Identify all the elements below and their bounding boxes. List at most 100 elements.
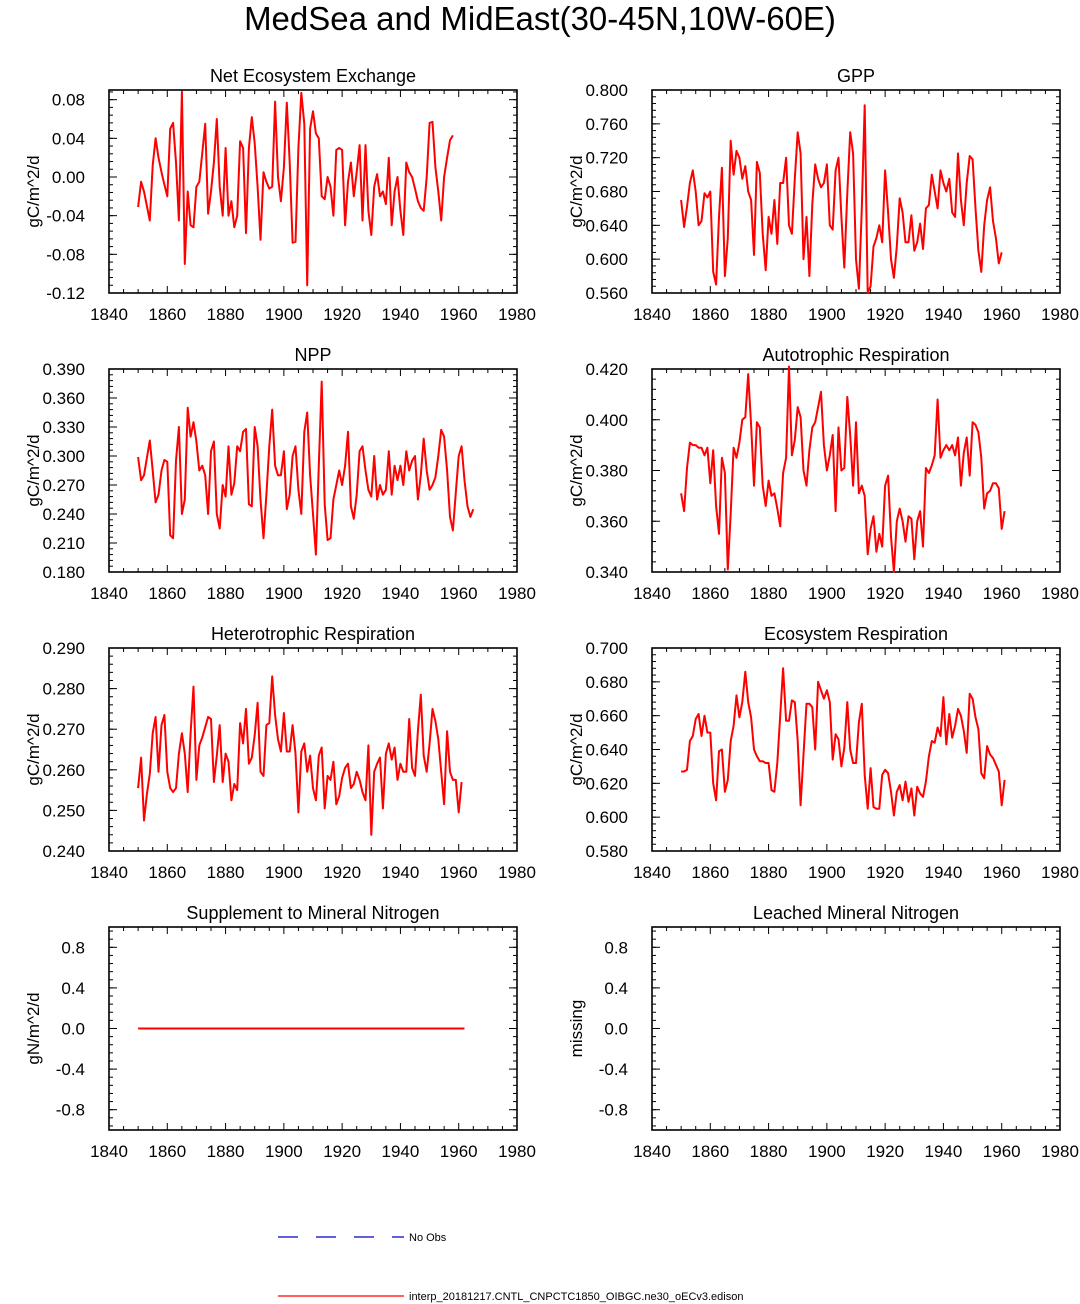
y-tick-label: 0.270 bbox=[42, 476, 85, 495]
x-tick-label: 1860 bbox=[691, 1142, 729, 1161]
chart-panel-8: Leached Mineral Nitrogen missing 1840 1860 1… bbox=[567, 903, 1079, 1161]
legend: No Obs interp_20181217.CNTL_CNPCTC1850_O… bbox=[278, 1232, 743, 1303]
x-tick-label: 1880 bbox=[750, 863, 788, 882]
y-tick-label: -0.8 bbox=[599, 1101, 628, 1120]
x-tick-label: 1940 bbox=[382, 305, 420, 324]
y-tick-label: 0.08 bbox=[52, 91, 85, 110]
y-tick-label: 0.560 bbox=[585, 284, 628, 303]
y-axis-label: missing bbox=[567, 1000, 586, 1058]
x-tick-label: 1840 bbox=[90, 584, 128, 603]
y-tick-label: -0.08 bbox=[46, 245, 85, 264]
x-tick-label: 1940 bbox=[925, 1142, 963, 1161]
plot-frame bbox=[108, 647, 518, 852]
y-tick-label: -0.4 bbox=[56, 1060, 85, 1079]
chart-title: Leached Mineral Nitrogen bbox=[753, 903, 959, 923]
y-axis-label: gN/m^2/d bbox=[24, 992, 43, 1064]
x-tick-label: 1940 bbox=[382, 1142, 420, 1161]
x-tick-label: 1880 bbox=[207, 1142, 245, 1161]
y-tick-label: 0.210 bbox=[42, 534, 85, 553]
x-tick-label: 1860 bbox=[691, 863, 729, 882]
x-tick-label: 1960 bbox=[983, 1142, 1021, 1161]
x-tick-label: 1900 bbox=[265, 863, 303, 882]
x-tick-label: 1900 bbox=[808, 305, 846, 324]
y-tick-label: 0.600 bbox=[585, 808, 628, 827]
chart-panel-6: Ecosystem Respiration gC/m^2/d 1840 1860 188… bbox=[567, 624, 1079, 882]
y-tick-label: 0.180 bbox=[42, 563, 85, 582]
x-tick-label: 1980 bbox=[498, 584, 536, 603]
chart-panel-3: NPP gC/m^2/d 1840 1860 1880 1900 1920 1940 1960 1… bbox=[24, 345, 536, 603]
x-tick-label: 1980 bbox=[498, 305, 536, 324]
x-tick-label: 1920 bbox=[323, 1142, 361, 1161]
y-tick-label: 0.360 bbox=[585, 512, 628, 531]
x-tick-label: 1920 bbox=[323, 863, 361, 882]
x-tick-label: 1840 bbox=[633, 863, 671, 882]
y-tick-label: 0.8 bbox=[61, 938, 85, 957]
x-tick-label: 1900 bbox=[808, 863, 846, 882]
y-axis-label: gC/m^2/d bbox=[24, 155, 43, 227]
y-tick-label: 0.420 bbox=[585, 360, 628, 379]
chart-title: NPP bbox=[294, 345, 331, 365]
x-tick-label: 1900 bbox=[265, 1142, 303, 1161]
y-tick-label: 0.4 bbox=[61, 979, 85, 998]
y-tick-label: 0.300 bbox=[42, 447, 85, 466]
y-tick-label: 0.0 bbox=[61, 1020, 85, 1039]
chart-title: Heterotrophic Respiration bbox=[211, 624, 415, 644]
x-tick-label: 1860 bbox=[691, 584, 729, 603]
x-tick-label: 1900 bbox=[265, 584, 303, 603]
x-tick-label: 1940 bbox=[925, 863, 963, 882]
x-tick-label: 1980 bbox=[498, 1142, 536, 1161]
y-tick-label: 0.240 bbox=[42, 505, 85, 524]
x-tick-label: 1880 bbox=[750, 584, 788, 603]
y-axis-label: gC/m^2/d bbox=[567, 434, 586, 506]
y-tick-label: 0.680 bbox=[585, 673, 628, 692]
y-tick-label: 0.250 bbox=[42, 801, 85, 820]
x-tick-label: 1840 bbox=[90, 1142, 128, 1161]
y-tick-label: 0.340 bbox=[585, 563, 628, 582]
y-tick-label: 0.720 bbox=[585, 149, 628, 168]
series-line-model bbox=[681, 667, 1006, 817]
y-tick-label: -0.8 bbox=[56, 1101, 85, 1120]
x-tick-label: 1920 bbox=[866, 1142, 904, 1161]
x-tick-label: 1920 bbox=[866, 305, 904, 324]
legend-model-label: interp_20181217.CNTL_CNPCTC1850_OIBGC.ne… bbox=[409, 1291, 743, 1303]
x-tick-label: 1960 bbox=[440, 863, 478, 882]
x-tick-label: 1920 bbox=[866, 584, 904, 603]
chart-panel-5: Heterotrophic Respiration gC/m^2/d 1840 186… bbox=[24, 624, 536, 882]
y-tick-label: 0.00 bbox=[52, 168, 85, 187]
y-tick-label: 0.600 bbox=[585, 250, 628, 269]
figure-title: MedSea and MidEast(30-45N,10W-60E) bbox=[244, 0, 836, 37]
y-tick-label: -0.4 bbox=[599, 1060, 628, 1079]
x-tick-label: 1960 bbox=[983, 584, 1021, 603]
x-tick-label: 1940 bbox=[925, 305, 963, 324]
chart-title: Supplement to Mineral Nitrogen bbox=[186, 903, 439, 923]
plot-frame bbox=[108, 368, 518, 573]
x-tick-label: 1960 bbox=[983, 305, 1021, 324]
y-tick-label: 0.240 bbox=[42, 842, 85, 861]
series-line-model bbox=[137, 90, 454, 287]
plot-frame bbox=[651, 926, 1061, 1131]
y-tick-label: 0.760 bbox=[585, 115, 628, 134]
series-line-model bbox=[137, 675, 463, 836]
y-tick-label: 0.0 bbox=[604, 1020, 628, 1039]
series-line-model bbox=[680, 104, 1003, 294]
y-tick-label: 0.260 bbox=[42, 761, 85, 780]
chart-title: Ecosystem Respiration bbox=[764, 624, 948, 644]
y-tick-label: 0.800 bbox=[585, 81, 628, 100]
y-tick-label: 0.290 bbox=[42, 639, 85, 658]
x-tick-label: 1840 bbox=[90, 305, 128, 324]
y-tick-label: 0.280 bbox=[42, 680, 85, 699]
x-tick-label: 1920 bbox=[323, 584, 361, 603]
y-tick-label: 0.640 bbox=[585, 741, 628, 760]
x-tick-label: 1960 bbox=[440, 584, 478, 603]
x-tick-label: 1920 bbox=[323, 305, 361, 324]
x-tick-label: 1880 bbox=[750, 305, 788, 324]
y-tick-label: 0.580 bbox=[585, 842, 628, 861]
x-tick-label: 1980 bbox=[1041, 1142, 1079, 1161]
x-tick-label: 1900 bbox=[808, 584, 846, 603]
x-tick-label: 1980 bbox=[1041, 863, 1079, 882]
y-tick-label: 0.380 bbox=[585, 462, 628, 481]
x-tick-label: 1840 bbox=[633, 584, 671, 603]
x-tick-label: 1860 bbox=[148, 584, 186, 603]
x-tick-label: 1980 bbox=[1041, 305, 1079, 324]
x-tick-label: 1960 bbox=[440, 1142, 478, 1161]
